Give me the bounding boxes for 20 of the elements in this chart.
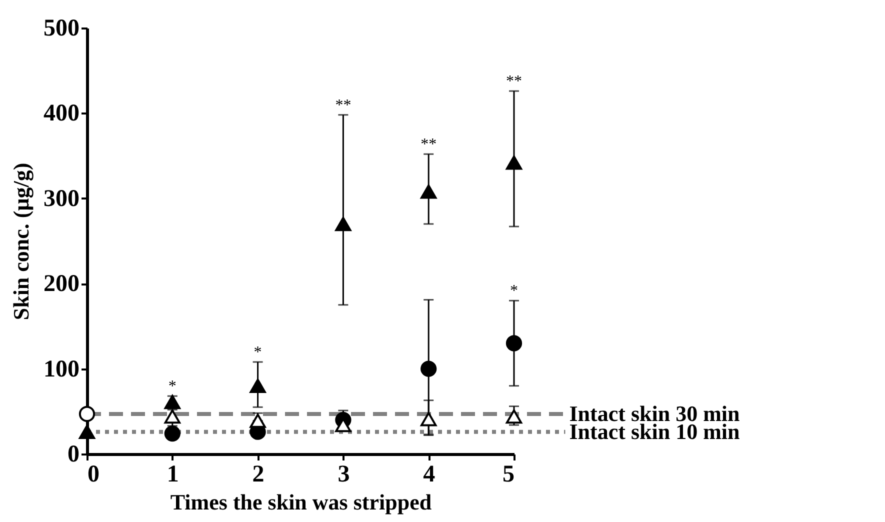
- x-tick-label: 4: [423, 462, 436, 488]
- x-tick-label: 2: [252, 462, 264, 488]
- x-tick-label: 0: [88, 462, 100, 488]
- y-tick-label: 0: [68, 442, 80, 468]
- annotation: **: [506, 73, 522, 90]
- y-tick-label: 400: [44, 100, 80, 127]
- x-axis-title: Times the skin was stripped: [170, 490, 432, 514]
- annotation: *: [254, 344, 262, 361]
- annotation: *: [510, 282, 518, 300]
- annotation: **: [335, 96, 352, 114]
- y-tick-label: 500: [44, 16, 80, 42]
- annotation: **: [420, 136, 437, 154]
- y-tick-label: 300: [44, 186, 80, 212]
- annotation: *: [168, 378, 176, 396]
- y-tick-label: 200: [44, 271, 80, 298]
- y-tick-label: 100: [44, 356, 80, 382]
- x-tick-label: 3: [338, 462, 350, 488]
- x-tick-label: 5: [502, 462, 514, 488]
- y-axis-title: Skin conc. (μg/g): [8, 162, 34, 320]
- x-tick-label: 1: [166, 462, 179, 488]
